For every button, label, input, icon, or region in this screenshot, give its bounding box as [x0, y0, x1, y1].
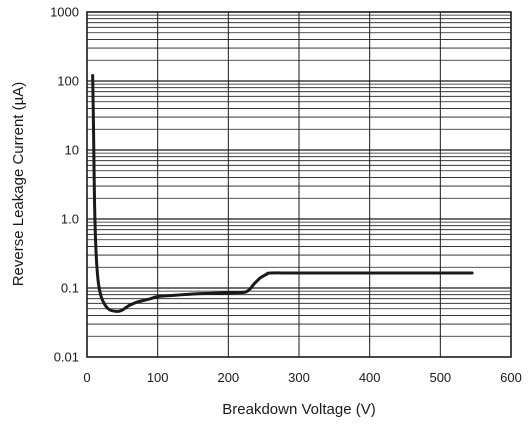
x-tick-label: 200: [217, 370, 239, 385]
x-axis-title: Breakdown Voltage (V): [222, 401, 375, 418]
x-tick-label: 600: [500, 370, 522, 385]
x-tick-label: 0: [83, 370, 90, 385]
x-tick-label: 500: [429, 370, 451, 385]
x-tick-label: 400: [359, 370, 381, 385]
y-tick-label: 100: [57, 74, 79, 89]
x-tick-label: 300: [288, 370, 310, 385]
y-axis-title: Reverse Leakage Current (µA): [10, 82, 27, 287]
y-tick-label: 0.1: [61, 281, 79, 296]
y-tick-label: 1.0: [61, 212, 79, 227]
y-tick-label: 10: [65, 143, 79, 158]
plot-frame: [86, 11, 512, 358]
y-tick-labels: 0.01 0.1 1.0 10 100 1000: [50, 5, 79, 365]
series-line: [91, 74, 474, 313]
series-layer: [91, 74, 474, 313]
x-tick-label: 100: [147, 370, 169, 385]
y-tick-label: 1000: [50, 5, 79, 20]
grid: [87, 12, 511, 357]
x-tick-labels: 0 100 200 300 400 500 600: [83, 370, 521, 385]
y-tick-label: 0.01: [54, 350, 79, 365]
